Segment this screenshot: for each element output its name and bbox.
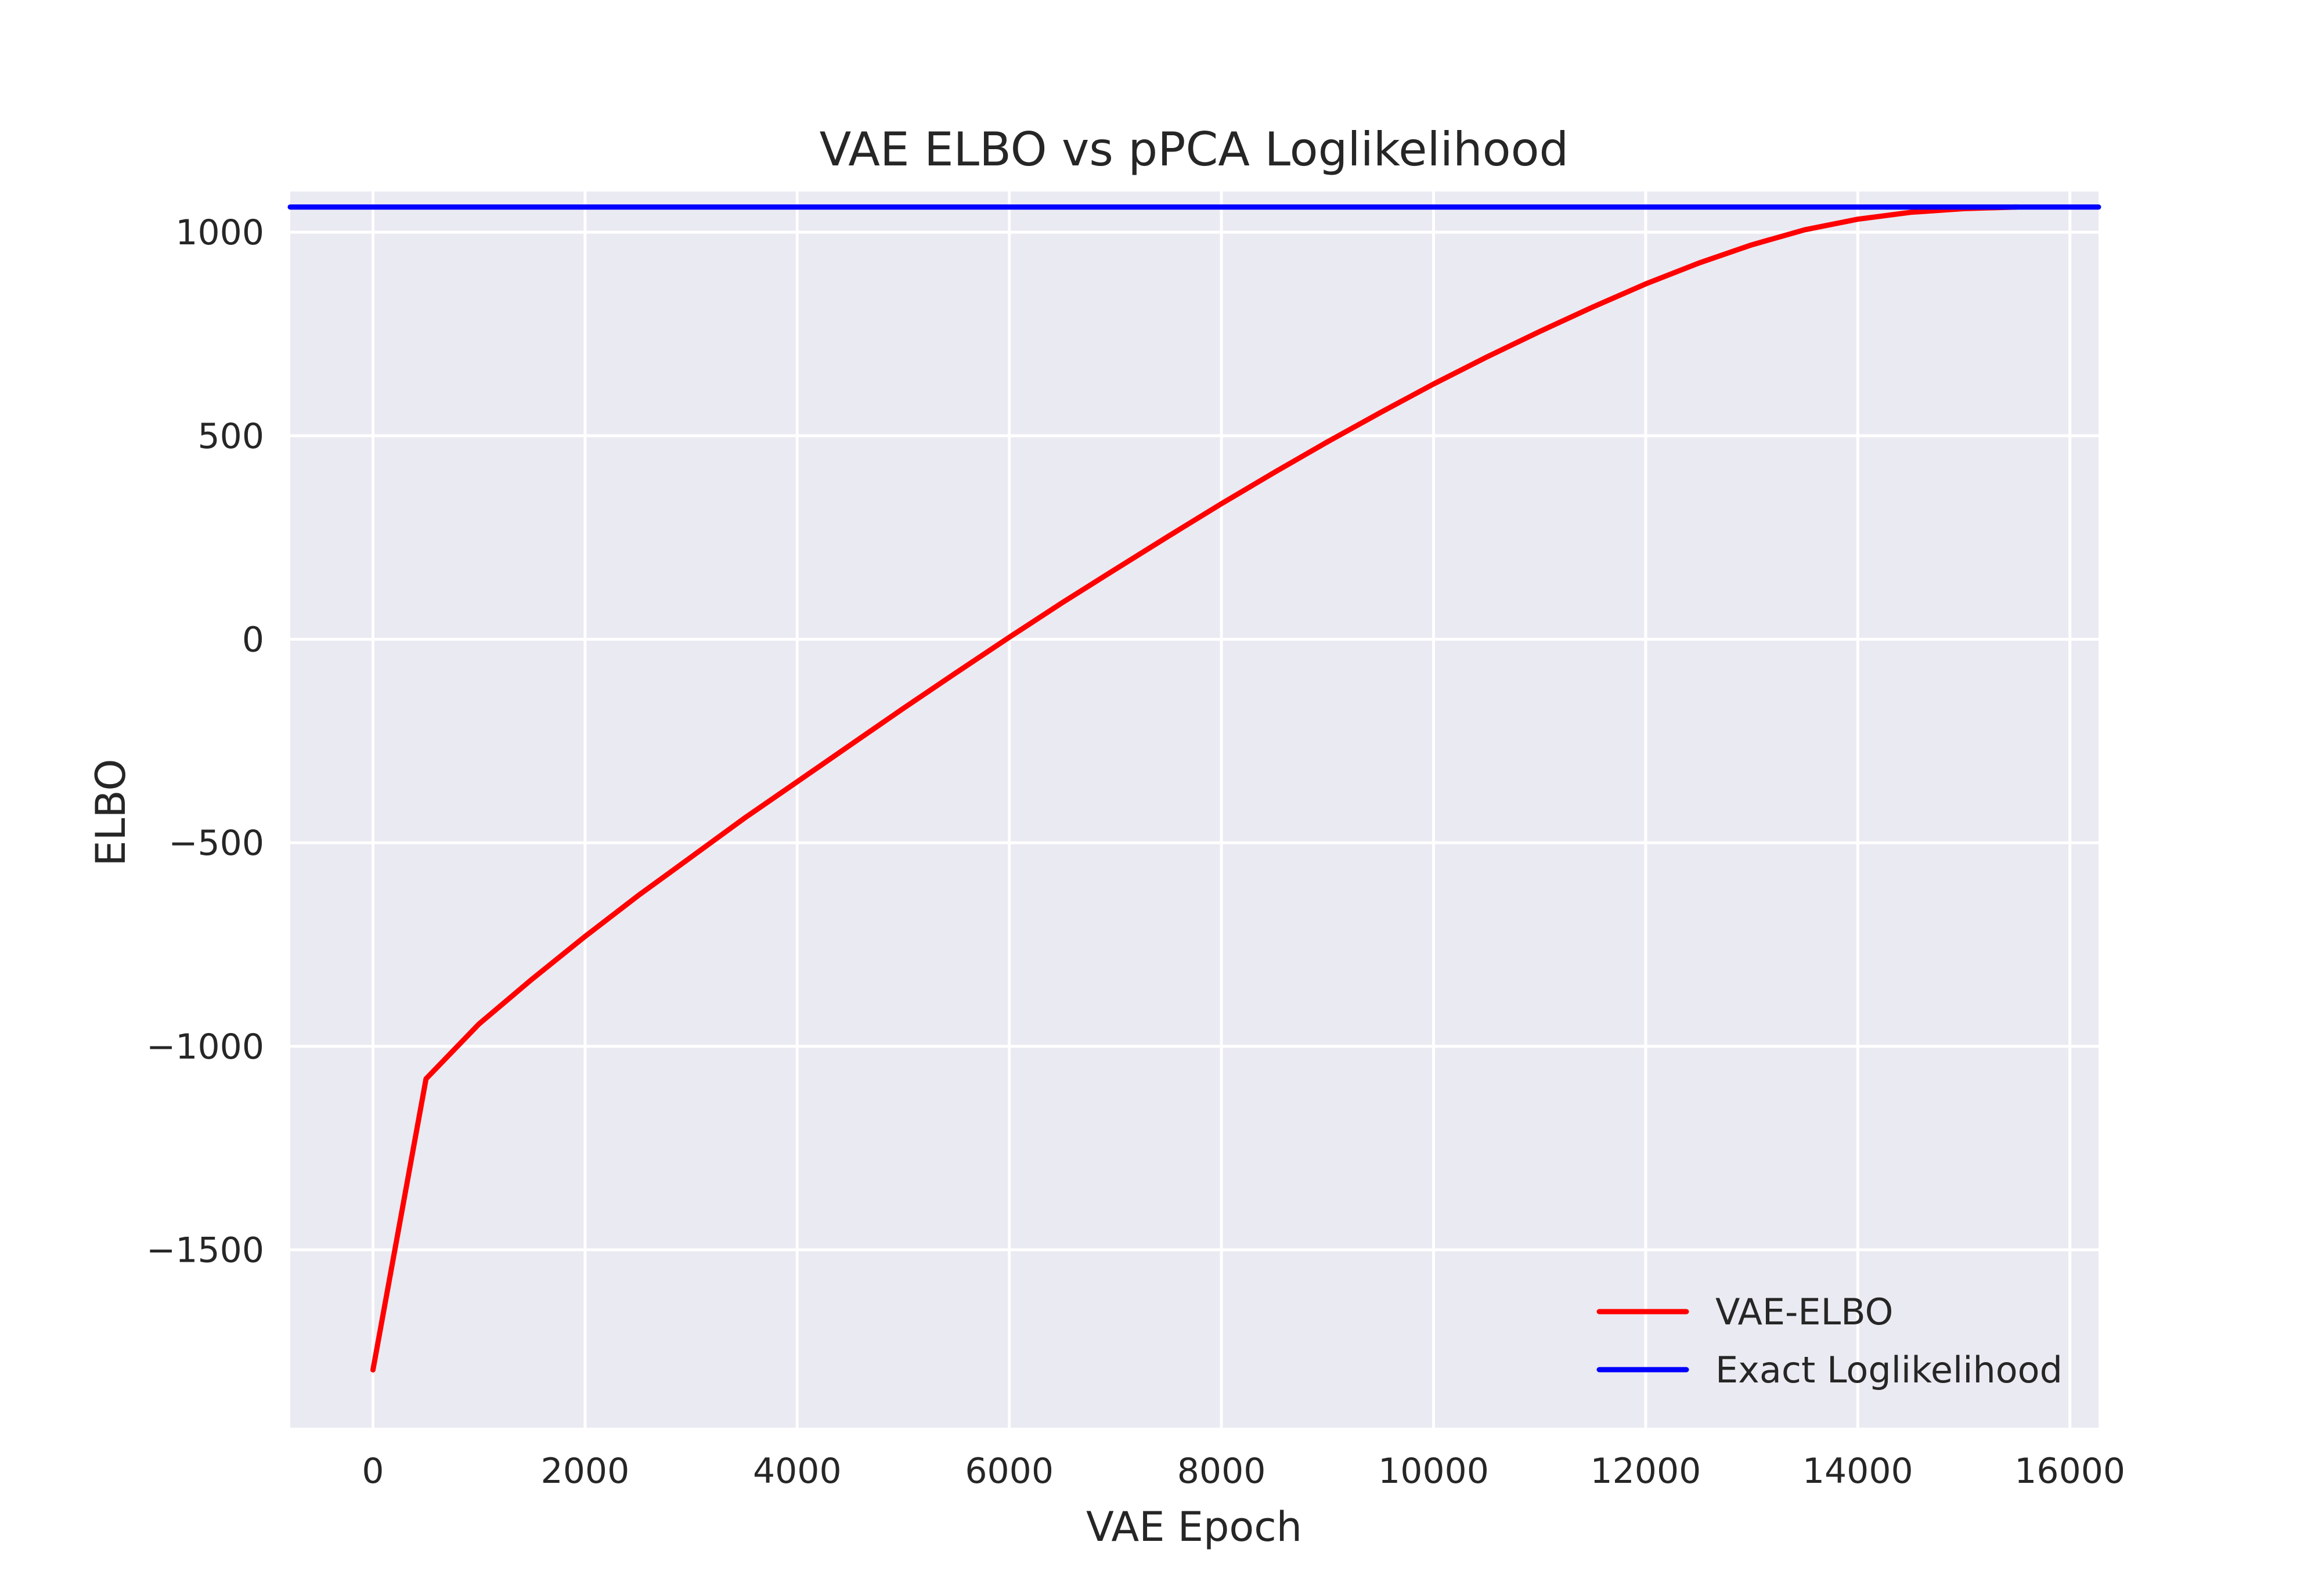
legend: VAE-ELBO Exact Loglikelihood [1596, 1291, 2063, 1391]
x-axis-label: VAE Epoch [1086, 1503, 1302, 1551]
y-tick-label: −1500 [146, 1230, 264, 1271]
x-tick-label: 6000 [965, 1451, 1054, 1492]
x-tick-label: 4000 [753, 1451, 842, 1492]
y-tick-label: 500 [197, 416, 264, 457]
x-tick-label: 0 [362, 1451, 384, 1492]
y-tick-label: −1000 [146, 1027, 264, 1067]
x-tick-label: 2000 [541, 1451, 630, 1492]
x-tick-label: 8000 [1177, 1451, 1266, 1492]
y-tick-label: 1000 [175, 212, 264, 253]
x-gridlines [372, 192, 2072, 1428]
legend-label-exact-loglikelihood: Exact Loglikelihood [1715, 1349, 2063, 1391]
series-line-vae-elbo [370, 204, 2020, 1373]
x-tick-label: 16000 [2014, 1451, 2125, 1492]
x-tick-labels: 0 2000 4000 6000 8000 10000 12000 14000 16000 [362, 1451, 2125, 1492]
y-tick-label: 0 [242, 619, 264, 660]
chart-title: VAE ELBO vs pPCA Loglikelihood [820, 122, 1569, 176]
x-tick-label: 10000 [1378, 1451, 1489, 1492]
legend-label-vae-elbo: VAE-ELBO [1715, 1291, 1893, 1333]
y-tick-labels: −1500 −1000 −500 0 500 1000 [146, 212, 264, 1270]
plot-area [290, 192, 2099, 1428]
y-tick-label: −500 [168, 823, 264, 864]
y-axis-label: ELBO [87, 759, 135, 866]
x-tick-label: 12000 [1590, 1451, 1701, 1492]
series-layer [287, 204, 2101, 1373]
x-tick-label: 14000 [1802, 1451, 1913, 1492]
